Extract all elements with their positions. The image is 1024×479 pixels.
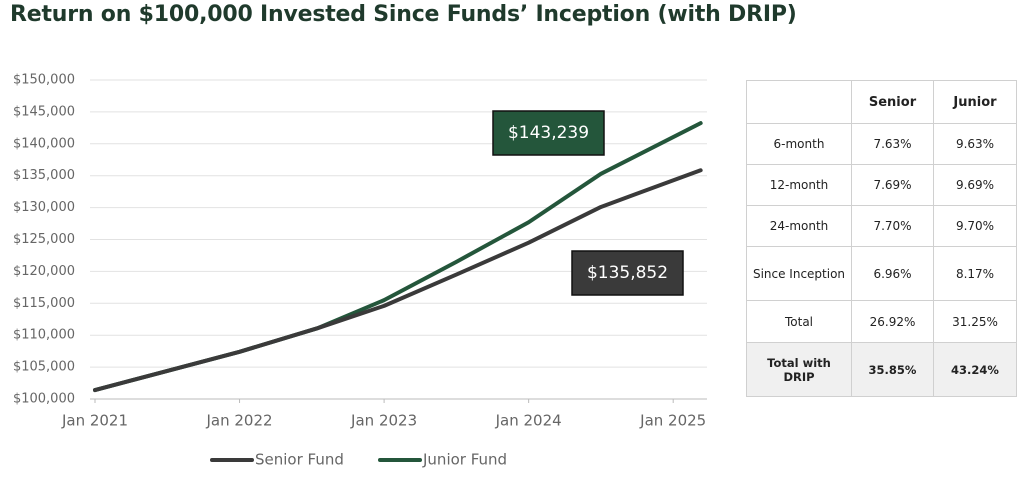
y-tick-label: $120,000 [13,264,75,279]
row-label: 24-month [746,205,852,247]
table-cell: 7.69% [851,164,934,206]
y-tick-label: $115,000 [13,296,75,311]
annotation-text: $143,239 [508,123,589,143]
table-row: Since Inception 6.96% 8.17% [746,246,1017,301]
line-series [93,168,703,393]
row-label: Total with DRIP [746,342,852,397]
y-tick-label: $110,000 [13,328,75,343]
legend-label: Junior Fund [422,451,507,469]
table-row: 6-month 7.63% 9.63% [746,123,1017,165]
y-tick-label: $145,000 [13,104,75,119]
table-cell: 7.70% [851,205,934,247]
y-tick-label: $130,000 [13,200,75,215]
corner-cell [746,80,852,124]
table-cell: 6.96% [851,246,934,301]
returns-table: Senior Junior 6-month 7.63% 9.63% 12-month 7… [746,80,1017,397]
chart: $100,000 $105,000 $110,000 $115,000 $120,000… [13,73,707,469]
table-cell: 9.70% [933,205,1017,247]
table-cell: 43.24% [933,342,1017,397]
row-label: Since Inception [746,246,852,301]
row-label: Total [746,300,852,343]
x-tick-label: Jan 2022 [206,412,273,430]
table-cell: 7.63% [851,123,934,165]
x-tick-label: Jan 2023 [350,412,417,430]
annotation-box [571,250,684,296]
table-cell: 9.63% [933,123,1017,165]
header-row: Senior Junior [746,80,1017,124]
x-tick-label: Jan 2024 [495,412,562,430]
table-row: Total with DRIP 35.85% 43.24% [746,342,1017,397]
table-cell: 26.92% [851,300,934,343]
row-label: 6-month [746,123,852,165]
table-cell: 35.85% [851,342,934,397]
chart-title: Return on $100,000 Invested Since Funds’… [10,2,797,27]
column-header: Senior [851,80,934,124]
y-tick-label: $105,000 [13,360,75,375]
y-tick-label: $125,000 [13,232,75,247]
y-tick-label: $135,000 [13,168,75,183]
row-label: 12-month [746,164,852,206]
y-tick-label: $100,000 [13,392,75,407]
y-tick-label: $150,000 [13,73,75,88]
column-header: Junior [933,80,1017,124]
table-row: 12-month 7.69% 9.69% [746,164,1017,206]
y-tick-label: $140,000 [13,136,75,151]
legend-label: Senior Fund [255,451,344,469]
table-row: Total 26.92% 31.25% [746,300,1017,343]
x-tick-label: Jan 2025 [639,412,706,430]
annotation-box [492,110,605,156]
table-cell: 9.69% [933,164,1017,206]
x-tick-label: Jan 2021 [61,412,128,430]
table-row: 24-month 7.70% 9.70% [746,205,1017,247]
table-cell: 31.25% [933,300,1017,343]
annotation-text: $135,852 [587,263,668,283]
table-cell: 8.17% [933,246,1017,301]
